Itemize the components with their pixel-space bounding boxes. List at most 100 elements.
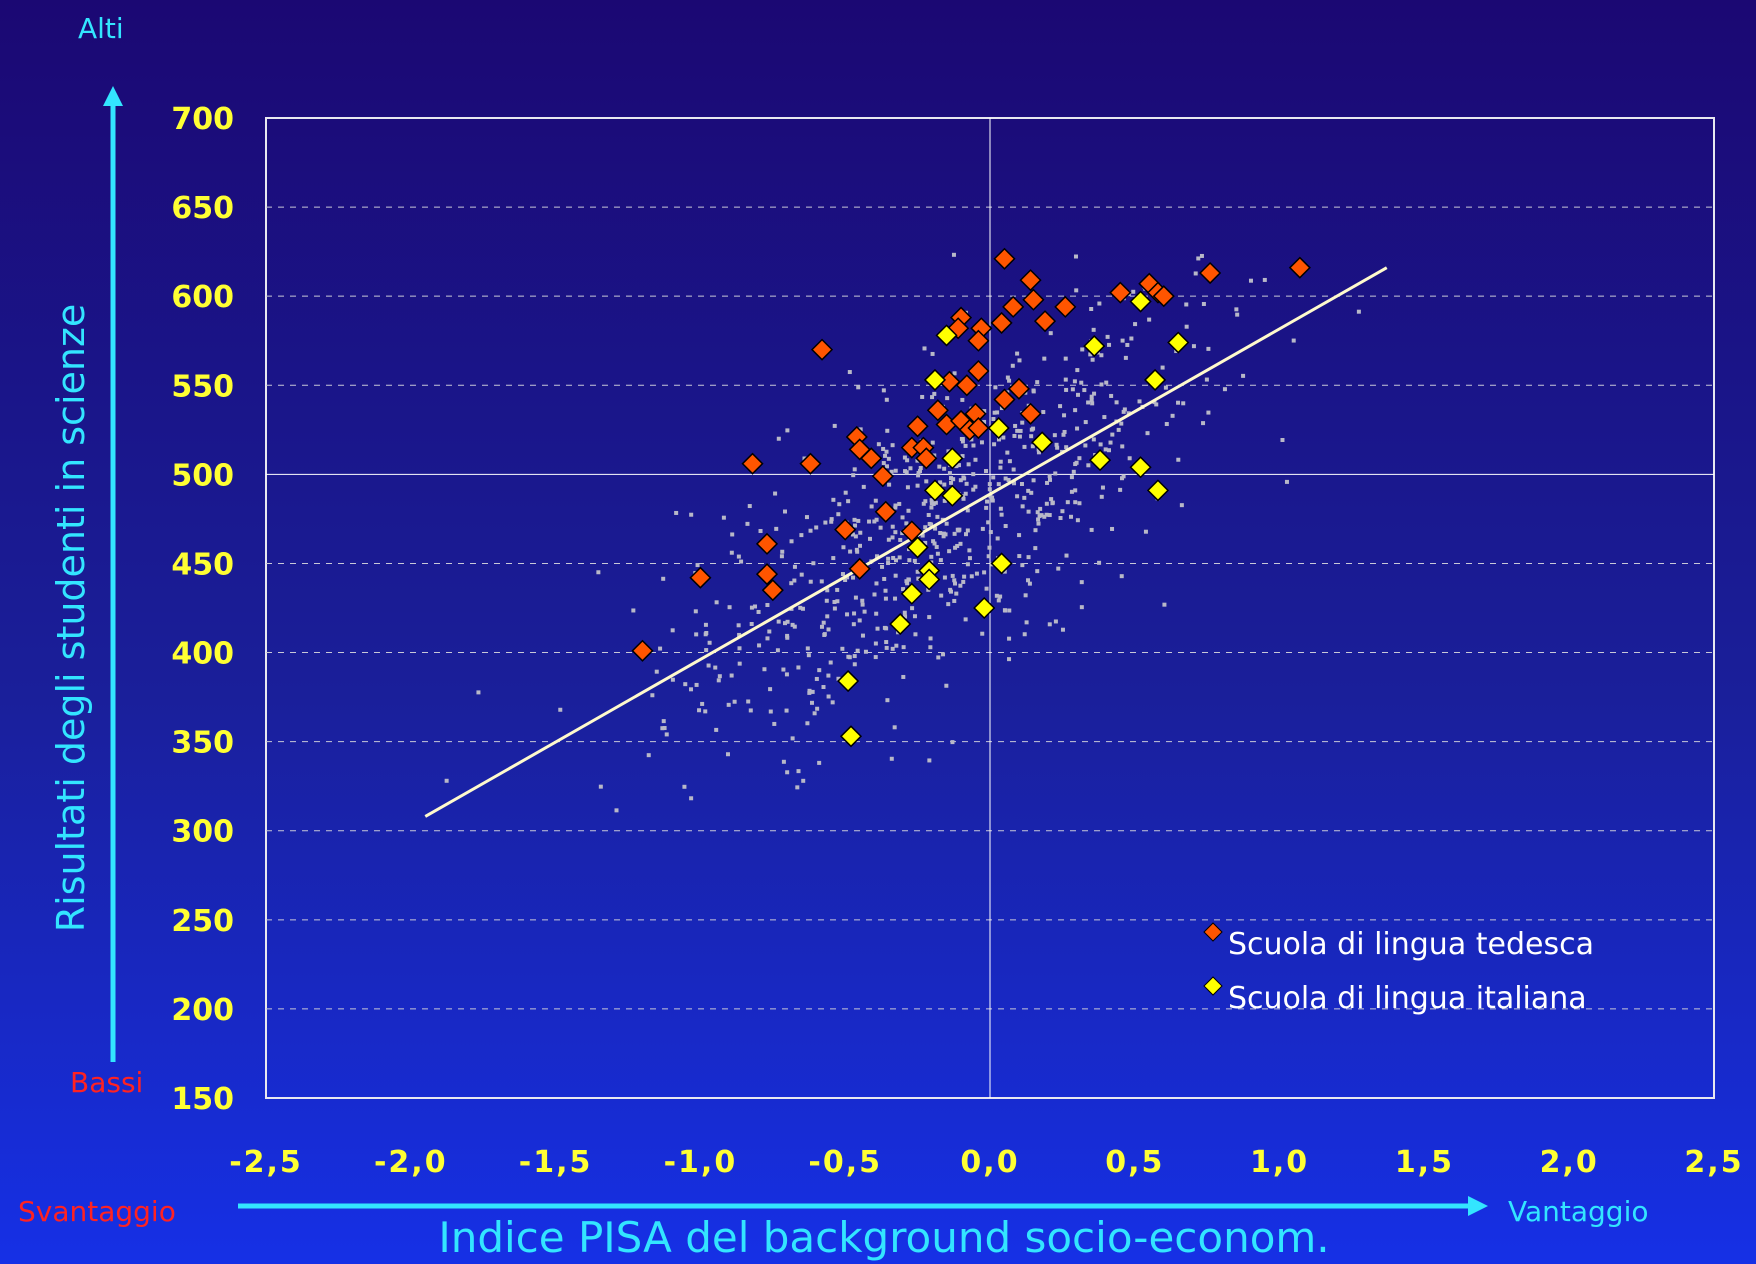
background-point xyxy=(1206,410,1211,415)
background-point xyxy=(912,558,917,563)
background-point xyxy=(796,665,801,670)
y-tick-labels: 700 650 600 550 500 450 400 350 300 250 200 150 xyxy=(171,102,234,1117)
background-point xyxy=(992,410,997,415)
background-point xyxy=(745,521,750,526)
background-point xyxy=(846,654,851,659)
background-point xyxy=(1049,497,1054,502)
background-point xyxy=(963,443,968,448)
background-point xyxy=(890,535,895,540)
italian-school-point xyxy=(1031,431,1054,454)
background-point xyxy=(1077,501,1082,506)
background-point xyxy=(963,617,968,622)
background-point xyxy=(1201,301,1206,306)
background-point xyxy=(796,769,801,774)
italian-school-point xyxy=(1129,456,1152,479)
background-point xyxy=(884,640,889,645)
background-point xyxy=(661,719,666,724)
background-point xyxy=(831,497,836,502)
background-point xyxy=(863,649,868,654)
background-point xyxy=(726,702,731,707)
background-point xyxy=(729,550,734,555)
background-point xyxy=(1125,342,1130,347)
background-point xyxy=(1204,377,1209,382)
background-point xyxy=(1056,566,1061,571)
german-school-point xyxy=(1007,377,1031,400)
background-point xyxy=(1063,356,1068,361)
background-point xyxy=(858,530,863,535)
background-point xyxy=(985,499,990,504)
background-point xyxy=(953,545,958,550)
x-tick-label: -1,0 xyxy=(664,1145,738,1180)
italian-school-point xyxy=(973,596,996,620)
background-point xyxy=(783,621,788,626)
background-point xyxy=(835,587,840,592)
background-point xyxy=(1060,509,1065,514)
background-point xyxy=(901,645,906,650)
background-point xyxy=(1131,289,1136,294)
background-point xyxy=(887,482,892,487)
background-point xyxy=(774,526,779,531)
background-point xyxy=(1020,420,1025,425)
background-point xyxy=(1241,373,1246,378)
background-point xyxy=(1070,387,1075,392)
german-school-point xyxy=(761,579,784,602)
background-point xyxy=(1122,407,1127,412)
background-point xyxy=(823,520,828,525)
background-point xyxy=(874,517,879,522)
background-point xyxy=(707,640,712,645)
background-point xyxy=(703,622,708,627)
background-point xyxy=(768,709,773,714)
background-point xyxy=(693,609,698,614)
background-point xyxy=(1097,560,1102,565)
background-point xyxy=(1055,445,1060,450)
background-point xyxy=(942,498,947,503)
background-point xyxy=(1007,378,1012,383)
background-point xyxy=(753,604,758,609)
y-tick-label: 500 xyxy=(171,458,234,493)
background-point xyxy=(654,669,659,674)
background-point xyxy=(800,606,805,611)
background-point xyxy=(852,467,857,472)
background-point xyxy=(1036,450,1041,455)
background-point xyxy=(944,521,949,526)
background-point xyxy=(984,586,989,591)
background-point xyxy=(995,410,1000,415)
background-point xyxy=(1079,605,1084,610)
background-point xyxy=(960,454,965,459)
background-point xyxy=(781,667,786,672)
background-point xyxy=(792,578,797,583)
background-point xyxy=(1079,580,1084,585)
background-point xyxy=(897,501,902,506)
background-point xyxy=(941,534,946,539)
background-point xyxy=(958,478,963,483)
background-point xyxy=(1063,377,1068,382)
background-point xyxy=(904,579,909,584)
series-italian-schools xyxy=(837,290,1190,748)
background-point xyxy=(847,370,852,375)
background-point xyxy=(987,482,992,487)
x-tick-label: 1,0 xyxy=(1250,1145,1309,1180)
background-point xyxy=(942,466,947,471)
background-point xyxy=(945,396,950,401)
background-point xyxy=(1118,487,1123,492)
background-point xyxy=(893,468,898,473)
german-school-point xyxy=(871,465,894,488)
background-point xyxy=(1193,271,1198,276)
background-point xyxy=(1071,469,1076,474)
background-point xyxy=(982,419,987,424)
x-tick-label: -0,5 xyxy=(808,1145,882,1180)
background-point xyxy=(956,528,961,533)
background-point xyxy=(824,598,829,603)
background-point xyxy=(998,594,1003,599)
background-point xyxy=(980,526,985,531)
background-point xyxy=(1119,421,1124,426)
background-point xyxy=(670,677,675,682)
background-point xyxy=(848,549,853,554)
background-point xyxy=(1064,553,1069,558)
background-point xyxy=(889,756,894,761)
background-point xyxy=(984,469,989,474)
background-point xyxy=(900,531,905,536)
background-point xyxy=(926,587,931,592)
background-point xyxy=(967,556,972,561)
